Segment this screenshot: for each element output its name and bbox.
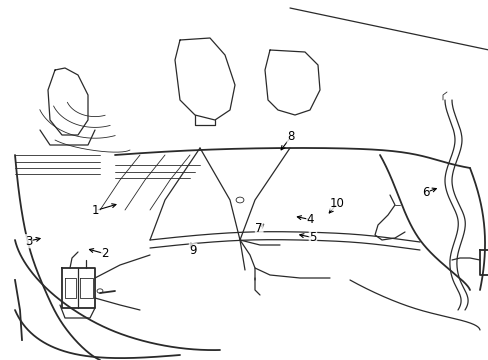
Text: 9: 9 bbox=[189, 244, 197, 257]
Text: 10: 10 bbox=[329, 197, 344, 210]
Text: 5: 5 bbox=[308, 231, 316, 244]
Text: 4: 4 bbox=[306, 213, 314, 226]
Text: 2: 2 bbox=[101, 247, 109, 260]
Text: 1: 1 bbox=[91, 204, 99, 217]
Text: 6: 6 bbox=[421, 186, 428, 199]
Text: 8: 8 bbox=[286, 130, 294, 143]
Text: 7: 7 bbox=[255, 222, 263, 235]
Text: 3: 3 bbox=[24, 235, 32, 248]
